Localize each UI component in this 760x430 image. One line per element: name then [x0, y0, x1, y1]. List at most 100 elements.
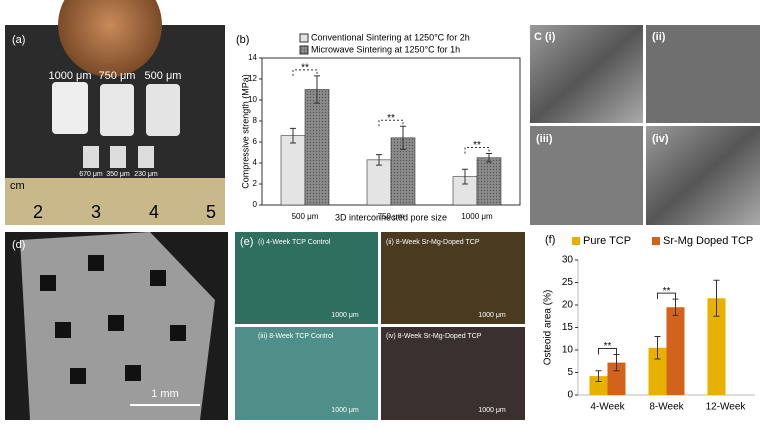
error-bar [462, 168, 468, 185]
significance-label: ** [604, 341, 612, 352]
y-tick-label: 5 [567, 367, 573, 378]
x-axis-label: 3D interconnected pore size [335, 212, 447, 222]
error-bar [654, 336, 661, 360]
y-axis-label: Osteoid area (%) [543, 290, 554, 366]
scaffold [100, 84, 134, 136]
scale-label: 1 mm [151, 388, 179, 400]
panel-a: (a) 1000 μm 750 μm 500 μm 670 μm 350 μm … [5, 0, 225, 225]
panel-d: (d) 1 mm [5, 232, 228, 420]
size-label: 1000 μm [48, 70, 91, 82]
panel-label: (b) [236, 34, 249, 46]
ruler-unit: cm [10, 180, 25, 192]
bar [648, 347, 667, 395]
error-bar [400, 125, 406, 150]
significance-bracket [598, 348, 617, 355]
pores [40, 255, 186, 384]
significance-label: ** [663, 286, 671, 297]
legend-swatch [299, 45, 309, 55]
legend-label: Pure TCP [583, 235, 631, 247]
error-bar [290, 127, 296, 144]
scale-label: 1000 μm [478, 407, 506, 414]
histology-image [381, 232, 525, 324]
y-tick-label: 12 [248, 74, 257, 83]
significance-label: ** [473, 140, 481, 151]
bar [707, 298, 726, 395]
bar [366, 159, 392, 206]
histology-image [381, 327, 525, 420]
scale-label: 1000 μm [478, 312, 506, 319]
sem-image [530, 126, 643, 225]
ruler-number: 2 [33, 202, 43, 222]
significance-label: ** [301, 62, 309, 73]
error-bar [713, 279, 720, 317]
size-label: 670 μm [79, 171, 103, 178]
bar [666, 307, 685, 395]
y-tick-label: 14 [248, 53, 257, 62]
significance-bracket [657, 292, 676, 300]
panel-c: C (i) (ii) (iii) (iv) [530, 25, 760, 225]
panel-label: (f) [545, 234, 555, 246]
legend-label: Microwave Sintering at 1250°C for 1h [311, 44, 460, 54]
scale-label: 1000 μm [331, 312, 359, 319]
sem-image [646, 126, 760, 225]
ruler [5, 178, 225, 225]
histology-image [235, 232, 378, 324]
x-tick-label: 500 μm [292, 212, 319, 221]
coin [58, 0, 162, 77]
bar [607, 362, 626, 395]
scaffold [146, 84, 180, 136]
x-tick-label: 4-Week [590, 402, 625, 413]
image-title: (i) 4-Week TCP Control [258, 239, 331, 246]
size-label: 500 μm [145, 70, 182, 82]
panel-label: C (i) [534, 31, 556, 43]
error-bar [486, 153, 492, 163]
ruler-number: 5 [206, 202, 216, 222]
legend-label: Conventional Sintering at 1250°C for 2h [311, 32, 470, 42]
y-tick-label: 2 [253, 179, 258, 188]
scale-label: 1000 μm [331, 407, 359, 414]
histology-image [235, 327, 378, 420]
y-tick-label: 4 [253, 158, 258, 167]
y-axis-label: Compressive strength (MPa) [240, 74, 250, 189]
y-tick-label: 10 [562, 345, 574, 356]
size-label: 350 μm [106, 171, 130, 178]
ruler-number: 4 [149, 202, 159, 222]
significance-label: ** [387, 113, 395, 124]
panel-label: (iv) [652, 133, 669, 145]
panel-e: (e) (i) 4-Week TCP Control (ii) 8-Week S… [235, 232, 525, 420]
legend-swatch [299, 33, 309, 43]
image-title: (iv) 8-Week Sr-Mg-Doped TCP [386, 333, 482, 340]
y-tick-label: 25 [562, 277, 574, 288]
error-bar [376, 154, 382, 166]
ruler-number: 3 [91, 202, 101, 222]
legend-label: Sr-Mg Doped TCP [663, 235, 753, 247]
bar [304, 89, 330, 206]
y-tick-label: 8 [253, 116, 258, 125]
size-label: 230 μm [134, 171, 158, 178]
y-tick-label: 15 [562, 322, 574, 333]
panel-label: (ii) [652, 31, 666, 43]
significance-bracket [292, 69, 318, 76]
x-tick-label: 12-Week [706, 402, 747, 413]
significance-bracket [378, 119, 404, 127]
y-tick-label: 10 [248, 95, 257, 104]
scaffold [110, 146, 126, 168]
y-tick-label: 20 [562, 300, 574, 311]
y-tick-label: 30 [562, 255, 574, 266]
sem-image [646, 25, 760, 123]
legend-swatch [652, 237, 660, 245]
x-tick-label: 1000 μm [461, 212, 493, 221]
error-bar [314, 75, 320, 104]
significance-bracket [464, 147, 490, 154]
legend-swatch [572, 237, 580, 245]
image-title: (iii) 8-Week TCP Control [258, 333, 334, 340]
panel-label: (a) [12, 34, 25, 46]
x-tick-label: 8-Week [649, 402, 684, 413]
scaffold [83, 146, 99, 168]
y-tick-label: 6 [253, 137, 258, 146]
bar [476, 157, 502, 206]
panel-label: (d) [12, 239, 25, 251]
scaffold [138, 146, 154, 168]
